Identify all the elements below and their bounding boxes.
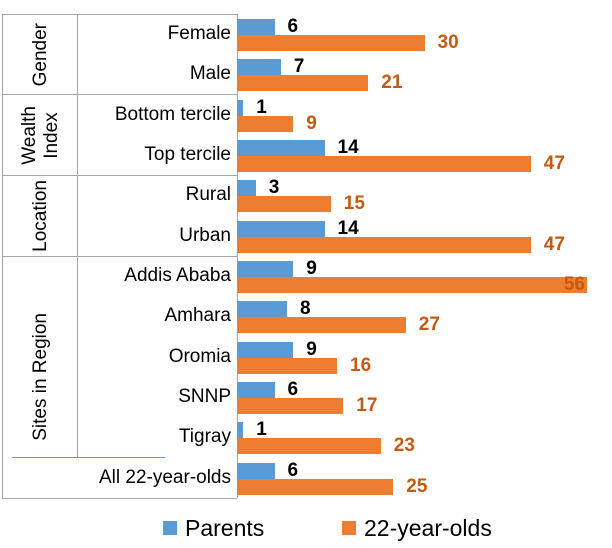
category-axis [236,14,238,498]
value-label-22-year-olds-all-22-year-olds: 25 [406,475,428,497]
value-label-parents-bottom-tercile: 1 [256,96,267,118]
category-label-addis-ababa: Addis Ababa [124,265,231,287]
legend-item-22-year-olds: 22-year-olds [342,512,492,544]
bar-22-year-olds-addis-ababa [237,277,587,293]
bar-22-year-olds-oromia [237,357,337,374]
legend-swatch-22-year-olds-icon [342,521,356,535]
category-label-all-22-year-olds: All 22-year-olds [99,466,231,488]
value-label-parents-all-22-year-olds: 6 [287,459,299,481]
bar-parents-addis-ababa [237,261,294,277]
legend: Parents 22-year-olds [0,512,612,544]
group-label-location: Location [29,179,51,252]
value-label-parents-top-tercile: 14 [337,137,359,158]
bar-22-year-olds-top-tercile [237,156,531,172]
category-label-snnp: SNNP [178,386,231,408]
bar-parents-female [237,19,275,35]
subgroup-separator-line [12,456,165,459]
bar-22-year-olds-female [237,35,425,51]
category-table-left-border [2,14,4,498]
value-label-22-year-olds-top-tercile: 47 [543,153,565,174]
value-label-22-year-olds-male: 21 [381,72,403,94]
category-table-border [2,13,237,15]
bar-parents-top-tercile [237,140,325,156]
group-cell-location: Location [4,175,77,256]
group-label-sites-in-region: Sites in Region [29,313,51,441]
value-label-22-year-olds-oromia: 16 [350,354,372,376]
value-label-parents-snnp: 6 [287,379,299,400]
bar-22-year-olds-amhara [237,317,406,334]
bar-22-year-olds-tigray [237,438,381,455]
value-label-22-year-olds-tigray: 23 [393,435,415,457]
value-label-parents-oromia: 9 [306,338,317,360]
bar-22-year-olds-rural [237,196,331,213]
bar-parents-oromia [237,341,294,358]
value-label-22-year-olds-urban: 47 [543,233,565,255]
bar-22-year-olds-snnp [237,398,344,414]
bar-parents-tigray [237,422,244,439]
legend-label-parents: Parents [185,514,265,541]
category-label-bottom-tercile: Bottom tercile [114,103,231,125]
bar-parents-bottom-tercile [237,99,244,116]
category-table-border [2,497,237,499]
value-label-parents-tigray: 1 [256,419,267,441]
category-label-male: Male [189,63,231,85]
bar-22-year-olds-bottom-tercile [237,115,294,132]
bar-parents-amhara [237,301,287,318]
bar-parents-all-22-year-olds [237,462,275,479]
value-label-22-year-olds-bottom-tercile: 9 [306,112,317,134]
category-label-female: Female [167,23,231,45]
category-label-rural: Rural [185,184,231,206]
group-label-gender: Gender [29,22,51,87]
category-table-border [2,255,237,257]
category-table-border [2,94,237,96]
value-label-parents-amhara: 8 [300,298,311,320]
group-item-divider [77,14,79,458]
legend-label-22-year-olds: 22-year-olds [364,514,492,541]
legend-swatch-parents-icon [163,521,177,535]
category-label-urban: Urban [179,224,231,246]
category-label-tigray: Tigray [178,426,231,448]
value-label-22-year-olds-addis-ababa: 56 [563,274,585,295]
category-label-amhara: Amhara [164,305,231,327]
bar-22-year-olds-male [237,75,369,92]
category-label-oromia: Oromia [168,345,231,367]
value-label-parents-male: 7 [293,56,305,78]
bar-parents-rural [237,180,256,197]
value-label-parents-female: 6 [287,16,299,37]
bar-22-year-olds-all-22-year-olds [237,478,394,495]
value-label-22-year-olds-female: 30 [437,32,459,53]
bar-parents-urban [237,220,325,237]
bar-parents-snnp [237,382,275,398]
value-label-parents-rural: 3 [268,177,280,199]
value-label-22-year-olds-rural: 15 [343,193,365,215]
category-table-border [2,174,237,177]
group-cell-gender: Gender [4,14,77,95]
group-label-wealth-index: Wealth Index [18,105,62,165]
bar-parents-male [237,59,281,76]
value-label-22-year-olds-snnp: 17 [356,395,378,416]
category-label-top-tercile: Top tercile [144,144,231,166]
group-cell-wealth-index: Wealth Index [4,95,77,176]
value-label-parents-urban: 14 [337,217,359,239]
bar-22-year-olds-urban [237,236,531,253]
legend-item-parents: Parents [163,512,264,544]
value-label-parents-addis-ababa: 9 [306,258,317,279]
value-label-22-year-olds-amhara: 27 [418,314,440,336]
